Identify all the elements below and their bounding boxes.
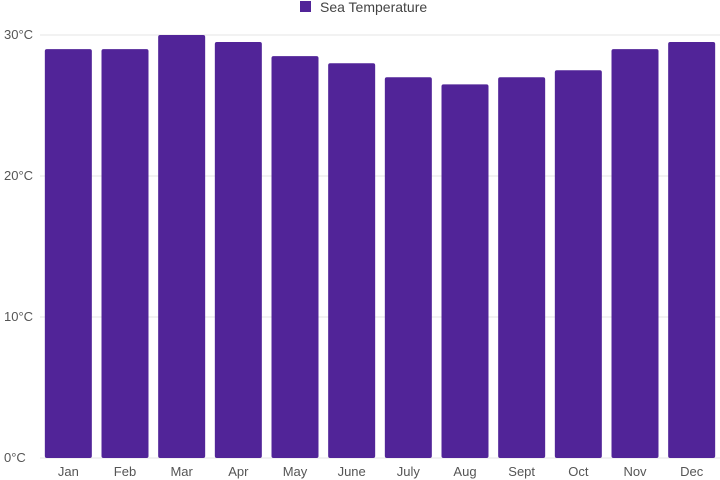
bar-july <box>384 77 432 459</box>
bar-aug <box>441 84 489 458</box>
bar-sept <box>498 77 546 459</box>
x-tick-label: Jan <box>58 464 79 479</box>
x-tick-label: May <box>283 464 308 479</box>
x-tick-label: Aug <box>453 464 476 479</box>
x-tick-label: Apr <box>228 464 249 479</box>
x-tick-label: Feb <box>114 464 136 479</box>
x-tick-label: Sept <box>508 464 535 479</box>
bar-oct <box>554 70 602 458</box>
legend-swatch-sea-temperature <box>300 1 311 12</box>
bar-jan <box>44 49 92 458</box>
bar-june <box>328 63 376 458</box>
y-gridlines <box>40 34 720 459</box>
y-tick-label: 10°C <box>4 309 33 324</box>
x-tick-label: Nov <box>623 464 647 479</box>
bar-feb <box>101 49 149 458</box>
bar-mar <box>158 35 206 458</box>
bar-dec <box>668 42 716 459</box>
y-tick-label: 0°C <box>4 450 26 465</box>
y-tick-label: 20°C <box>4 168 33 183</box>
legend-label-sea-temperature: Sea Temperature <box>320 0 427 15</box>
bar-nov <box>611 49 659 458</box>
x-tick-label: Mar <box>170 464 193 479</box>
x-axis-tick-labels: Jan Feb Mar Apr May June July Aug Sept Oct Nov Dec <box>58 464 704 479</box>
y-tick-label: 30°C <box>4 27 33 42</box>
y-axis-tick-labels: 0°C 10°C 20°C 30°C <box>4 27 33 465</box>
x-tick-label: June <box>338 464 366 479</box>
bar-apr <box>214 42 262 459</box>
x-tick-label: Oct <box>568 464 589 479</box>
x-tick-label: July <box>397 464 421 479</box>
bar-may <box>271 56 319 459</box>
x-tick-label: Dec <box>680 464 704 479</box>
bars <box>44 35 716 459</box>
legend: Sea Temperature <box>300 0 427 15</box>
